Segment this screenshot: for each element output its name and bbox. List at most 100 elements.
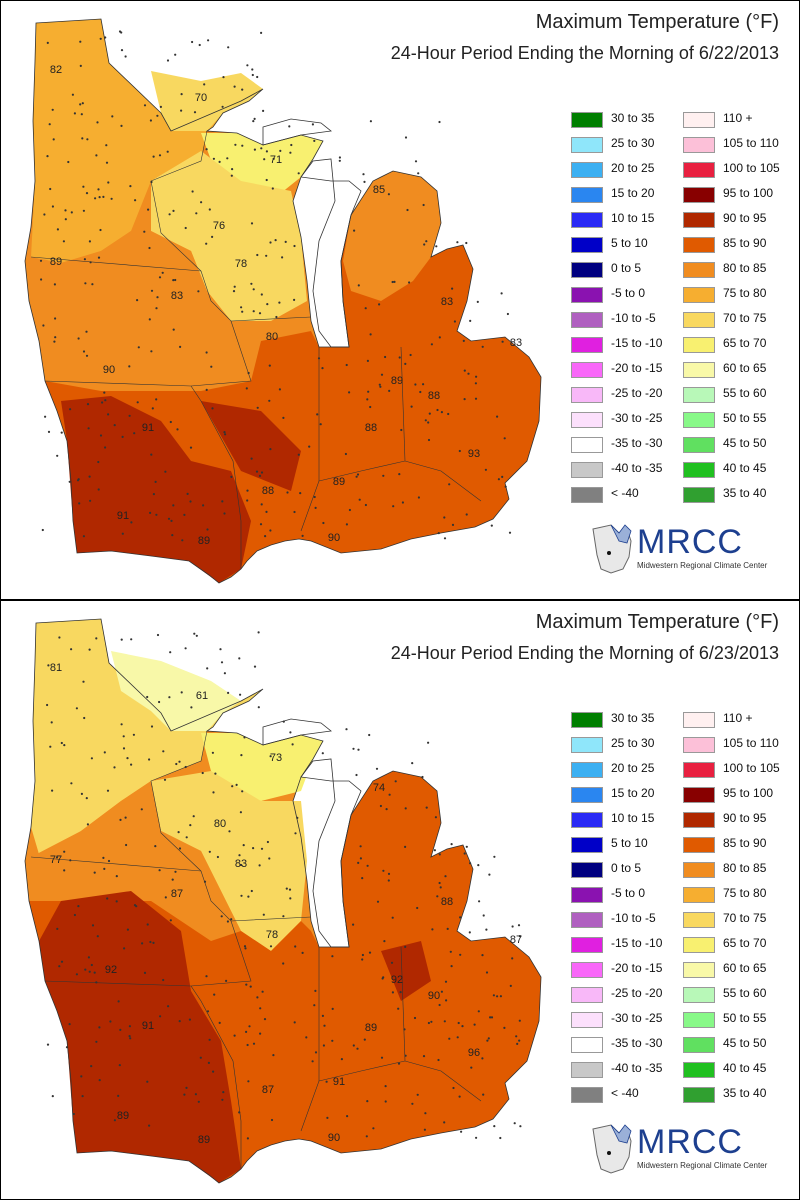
station-dot: [121, 532, 124, 535]
station-dot: [274, 239, 277, 242]
station-dot: [171, 878, 174, 881]
station-dot: [423, 243, 426, 246]
station-dot: [86, 403, 90, 406]
temperature-map: 81 61 73 74 80 83 77 87 88 78 87 92 92 90 91 89 96 91 87 89…: [24, 618, 542, 1184]
station-dot: [228, 830, 231, 833]
station-dot: [103, 751, 106, 754]
station-dot: [501, 340, 504, 343]
station-dot: [357, 284, 360, 287]
station-dot: [53, 283, 57, 286]
legend-swatch: [571, 162, 603, 178]
station-dot: [293, 244, 296, 248]
legend-label: -35 to -30: [611, 1036, 663, 1050]
station-dot: [164, 470, 167, 473]
legend-item: 85 to 90: [683, 834, 793, 859]
station-dot: [105, 161, 109, 164]
station-dot: [90, 1065, 93, 1068]
station-dot: [356, 1047, 359, 1050]
legend-swatch: [683, 887, 715, 903]
station-dot: [146, 1080, 149, 1083]
station-dot: [404, 807, 407, 810]
station-dot: [234, 143, 237, 146]
station-dot: [101, 401, 104, 404]
station-dot: [87, 956, 90, 959]
station-dot: [451, 523, 455, 527]
station-dot: [417, 496, 420, 499]
station-dot: [230, 475, 233, 478]
station-dot: [99, 37, 102, 40]
temperature-band: [201, 133, 323, 201]
station-dot: [259, 523, 263, 526]
temperature-label: 83: [441, 296, 453, 308]
station-dot: [171, 534, 174, 537]
legend-item: < -40: [571, 1084, 681, 1109]
station-dot: [235, 783, 238, 786]
station-dot: [64, 209, 67, 212]
temperature-label: 89: [365, 1022, 377, 1034]
station-dot: [278, 388, 281, 391]
station-dot: [316, 413, 319, 416]
station-dot: [56, 927, 59, 930]
station-dot: [246, 1137, 249, 1140]
station-dot: [87, 427, 90, 430]
station-dot: [424, 1112, 427, 1115]
station-dot: [180, 691, 183, 694]
legend-item: -25 to -20: [571, 984, 681, 1009]
station-dot: [313, 495, 316, 499]
station-dot: [83, 258, 86, 261]
station-dot: [397, 1062, 401, 1065]
station-dot: [437, 1058, 440, 1062]
station-dot: [241, 790, 244, 793]
station-dot: [107, 181, 110, 184]
map-title: Maximum Temperature (°F): [535, 611, 779, 633]
station-dot: [467, 372, 470, 375]
station-dot: [399, 991, 402, 994]
station-dot: [68, 1023, 71, 1026]
legend-label: -20 to -15: [611, 361, 663, 375]
station-dot: [130, 763, 133, 766]
station-dot: [122, 747, 126, 750]
legend-item: 45 to 50: [683, 434, 793, 459]
station-dot: [364, 307, 367, 310]
station-dot: [177, 831, 180, 834]
station-dot: [293, 510, 296, 514]
station-dot: [140, 808, 143, 811]
station-dot: [518, 1039, 521, 1042]
legend-label: 75 to 80: [723, 286, 767, 300]
station-dot: [180, 109, 183, 112]
station-dot: [282, 962, 285, 965]
legend-label: 15 to 20: [611, 186, 655, 200]
station-dot: [506, 312, 509, 316]
state-border: [404, 460, 482, 502]
legend-label: -20 to -15: [611, 961, 663, 975]
station-dot: [263, 158, 266, 161]
state-border: [318, 1060, 406, 1082]
station-dot: [174, 278, 177, 282]
station-dot: [60, 741, 63, 745]
temperature-label: 90: [103, 364, 115, 376]
station-dot: [311, 123, 314, 126]
station-dot: [238, 1111, 241, 1114]
legend-swatch: [571, 287, 603, 303]
station-dot: [159, 1015, 162, 1018]
legend-label: 110 +: [723, 111, 753, 125]
temperature-label: 89: [391, 375, 403, 387]
station-dot: [490, 524, 493, 527]
station-dot: [391, 991, 394, 994]
station-dot: [106, 789, 110, 792]
station-dot: [422, 383, 425, 386]
station-dot: [146, 923, 149, 926]
station-dot: [48, 123, 51, 126]
station-dot: [448, 483, 451, 486]
station-dot: [91, 283, 94, 286]
station-dot: [470, 1066, 473, 1069]
station-dot: [58, 636, 61, 639]
station-dot: [481, 1057, 484, 1060]
station-dot: [257, 631, 260, 634]
legend-label: 20 to 25: [611, 161, 655, 175]
station-dot: [125, 843, 128, 847]
legend-swatch: [683, 212, 715, 228]
legend-swatch: [683, 412, 715, 428]
station-dot: [248, 1025, 251, 1028]
station-dot: [147, 208, 150, 211]
